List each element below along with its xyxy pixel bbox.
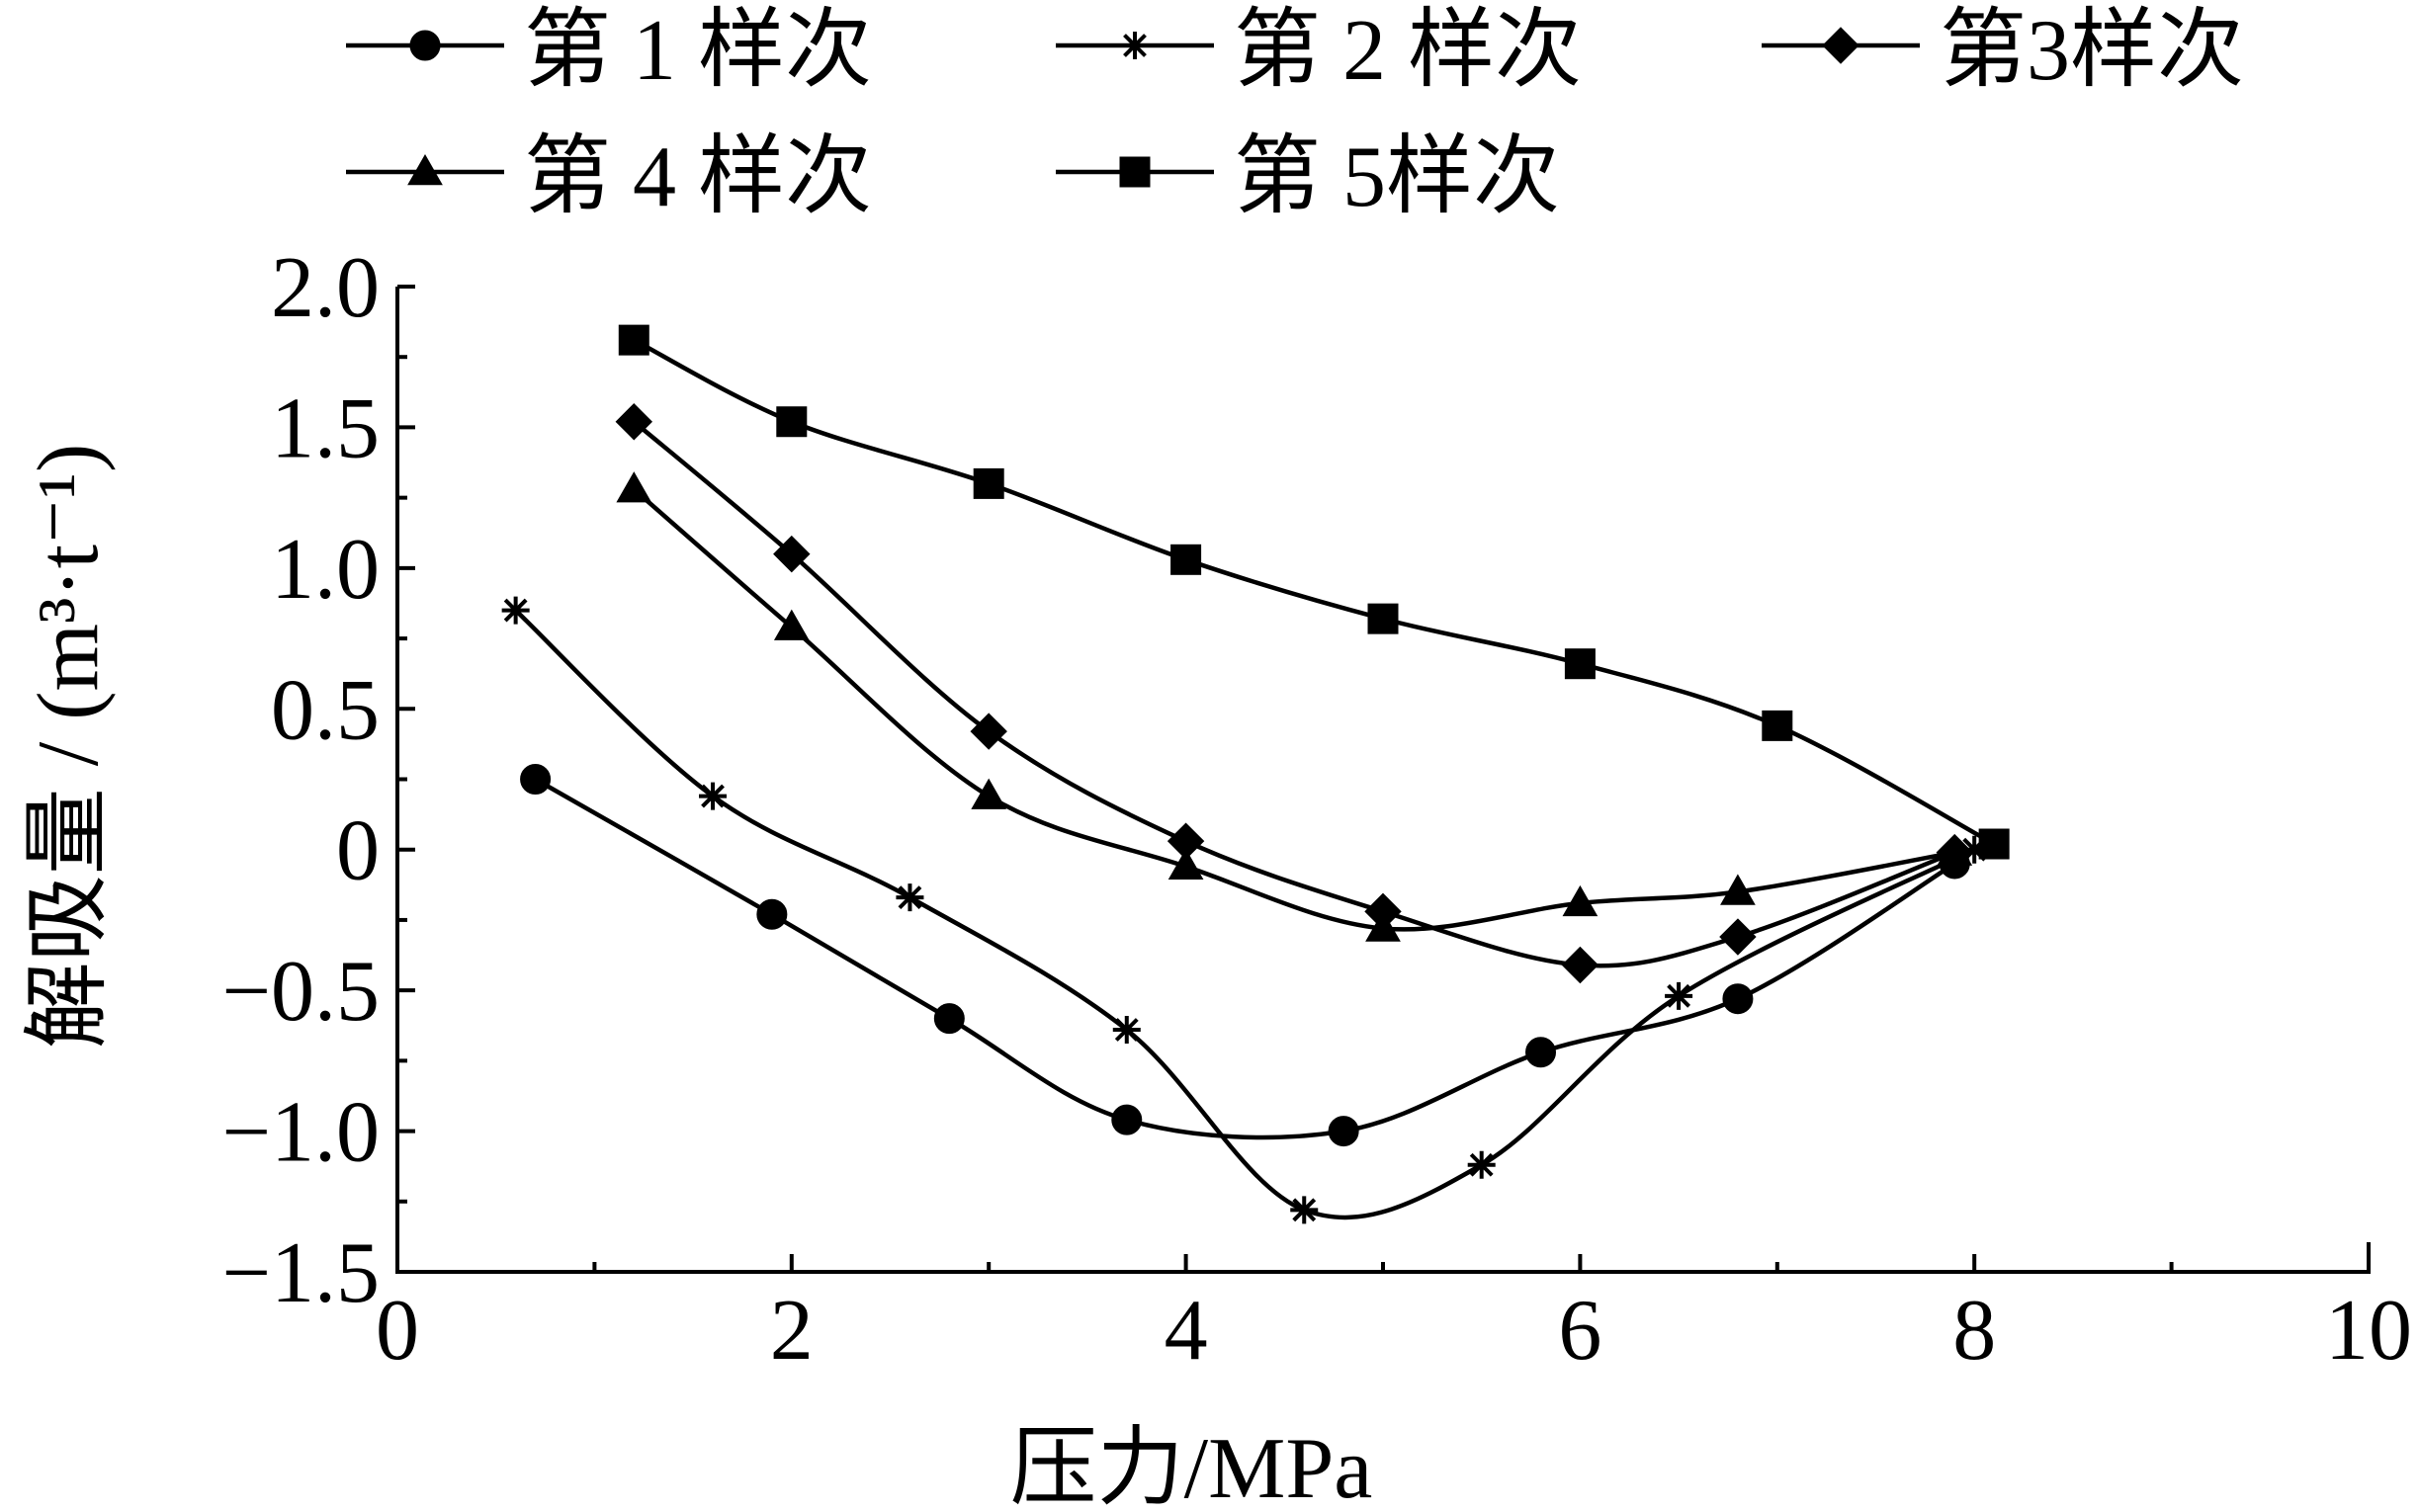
data-point-circle (1328, 1116, 1359, 1147)
series-line (632, 487, 1955, 932)
data-point-star (1665, 981, 1693, 1010)
legend-label: 第 4 样次 (524, 129, 872, 225)
data-point-circle (756, 898, 788, 930)
data-point-square (1367, 603, 1399, 634)
legend-label: 第 1 样次 (524, 3, 872, 99)
data-point-square (618, 324, 649, 356)
data-point-diamond (1822, 27, 1859, 64)
data-point-diamond (615, 403, 652, 441)
series-line (633, 338, 1996, 846)
x-tick-label: 0 (376, 1283, 419, 1379)
data-point-star (1960, 835, 1989, 864)
x-tick-label: 2 (770, 1283, 814, 1379)
data-point-star (1112, 1016, 1141, 1045)
data-point-square (1170, 544, 1202, 575)
axes: 0 2 4 6 8 10 2.0 1.5 1.0 0.5 0 −0.5 −1.0 −1.5 (221, 240, 2412, 1379)
legend-item-3: 第3样次 (1762, 3, 2244, 99)
data-point-diamond (970, 713, 1007, 750)
legend-item-4: 第 4 样次 (346, 129, 872, 225)
x-tick-label: 10 (2325, 1283, 2412, 1379)
data-point-triangle (1720, 874, 1756, 905)
data-point-circle (1111, 1104, 1143, 1135)
y-tick-label: 2.0 (271, 240, 380, 336)
data-point-square (776, 406, 808, 438)
data-point-circle (1722, 983, 1754, 1015)
data-point-circle (409, 30, 441, 61)
data-point-circle (1525, 1037, 1557, 1068)
x-axis-title: 压力/MPa (1010, 1421, 1373, 1512)
data-point-star (699, 782, 728, 810)
y-axis-title: 解吸量 / (m³·t⁻¹) (21, 444, 117, 1049)
data-point-square (1119, 156, 1151, 188)
data-point-triangle (773, 609, 810, 640)
series-3 (615, 403, 1973, 984)
data-point-star (501, 596, 530, 625)
legend-label: 第 5样次 (1234, 129, 1560, 225)
x-tick-label: 8 (1952, 1283, 1996, 1379)
legend-item-5: 第 5样次 (1056, 129, 1560, 225)
data-point-diamond (1719, 918, 1757, 956)
data-point-star (1121, 32, 1149, 59)
y-tick-label: 1.0 (271, 522, 380, 618)
data-point-star (1467, 1150, 1496, 1179)
data-point-star (1290, 1196, 1319, 1224)
y-tick-label: −1.0 (221, 1085, 380, 1181)
data-point-triangle (1365, 910, 1401, 942)
plot-area (501, 324, 2010, 1224)
legend-label: 第3样次 (1940, 3, 2244, 99)
data-point-square (1978, 828, 2010, 860)
series-5 (618, 324, 2010, 860)
data-point-square (973, 467, 1004, 499)
y-tick-label: −0.5 (221, 944, 380, 1040)
legend-item-2: 第 2 样次 (1056, 3, 1582, 99)
data-point-diamond (773, 535, 811, 573)
data-point-square (1762, 710, 1793, 741)
y-tick-label: 1.5 (271, 380, 380, 476)
data-point-triangle (1167, 848, 1204, 881)
data-point-triangle (616, 471, 652, 503)
series-line (632, 420, 1956, 968)
y-tick-label: 0.5 (271, 662, 380, 758)
data-point-diamond (1561, 946, 1599, 984)
data-point-triangle (407, 153, 443, 186)
y-tick-label: 0 (336, 803, 380, 899)
data-point-circle (933, 1003, 965, 1035)
series-2 (501, 596, 1989, 1224)
data-point-triangle (971, 778, 1007, 809)
data-point-triangle (1937, 834, 1973, 866)
data-point-triangle (1562, 884, 1599, 917)
data-point-star (896, 883, 924, 912)
data-point-circle (520, 764, 552, 795)
data-point-square (1564, 648, 1596, 680)
series-4 (616, 471, 1973, 942)
x-tick-label: 6 (1558, 1283, 1601, 1379)
series-line (514, 608, 1976, 1220)
x-tick-label: 4 (1165, 1283, 1208, 1379)
legend-item-1: 第 1 样次 (346, 3, 872, 99)
y-tick-label: −1.5 (221, 1225, 380, 1321)
legend-label: 第 2 样次 (1234, 3, 1582, 99)
